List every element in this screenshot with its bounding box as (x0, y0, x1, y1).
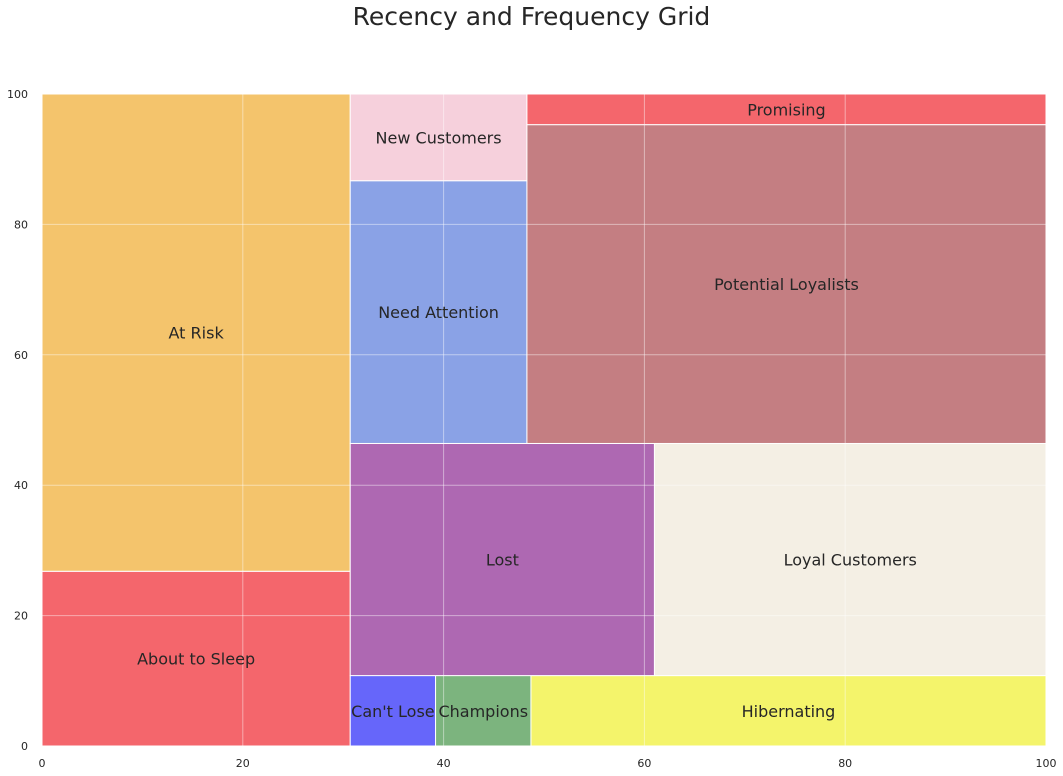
segment-label-loyal-customers: Loyal Customers (784, 551, 917, 570)
segment-loyal-customers (653, 442, 1047, 677)
y-tick-label: 0 (21, 740, 28, 753)
segment-at-risk (41, 93, 351, 572)
x-tick-label: 60 (637, 757, 651, 770)
y-tick-label: 40 (14, 479, 28, 492)
segment-champions (435, 675, 532, 747)
x-tick-label: 20 (236, 757, 250, 770)
segment-label-promising: Promising (747, 100, 826, 119)
y-axis: 0 20 40 60 80 100 (7, 88, 28, 753)
segment-label-lost: Lost (486, 551, 519, 570)
segment-about-to-sleep (41, 570, 351, 747)
chart-title: Recency and Frequency Grid (353, 2, 711, 31)
y-tick-label: 60 (14, 349, 28, 362)
y-tick-label: 100 (7, 88, 28, 101)
segments-layer (41, 93, 1047, 747)
segment-new-customers (349, 93, 528, 182)
x-tick-label: 100 (1036, 757, 1057, 770)
segment-label-about-to-sleep: About to Sleep (137, 650, 255, 669)
segment-label-can-t-lose: Can't Lose (351, 702, 434, 721)
segment-lost (349, 442, 655, 677)
x-tick-label: 40 (437, 757, 451, 770)
y-tick-label: 20 (14, 610, 28, 623)
segment-need-attention (349, 180, 528, 444)
segment-label-at-risk: At Risk (169, 324, 225, 343)
y-tick-label: 80 (14, 218, 28, 231)
segment-label-new-customers: New Customers (376, 128, 502, 147)
x-tick-label: 80 (838, 757, 852, 770)
grid-layer (42, 94, 1046, 746)
segment-promising (526, 93, 1047, 126)
segment-label-champions: Champions (438, 702, 528, 721)
segment-hibernating (530, 675, 1047, 747)
segment-label-hibernating: Hibernating (742, 702, 836, 721)
segment-label-need-attention: Need Attention (378, 303, 499, 322)
segment-label-potential-loyalists: Potential Loyalists (714, 275, 859, 294)
x-tick-label: 0 (39, 757, 46, 770)
x-axis: 0 20 40 60 80 100 (39, 757, 1057, 770)
segment-potential-loyalists (526, 124, 1047, 444)
labels-layer: About to Sleep At Risk Can't Lose Champions… (137, 100, 917, 720)
